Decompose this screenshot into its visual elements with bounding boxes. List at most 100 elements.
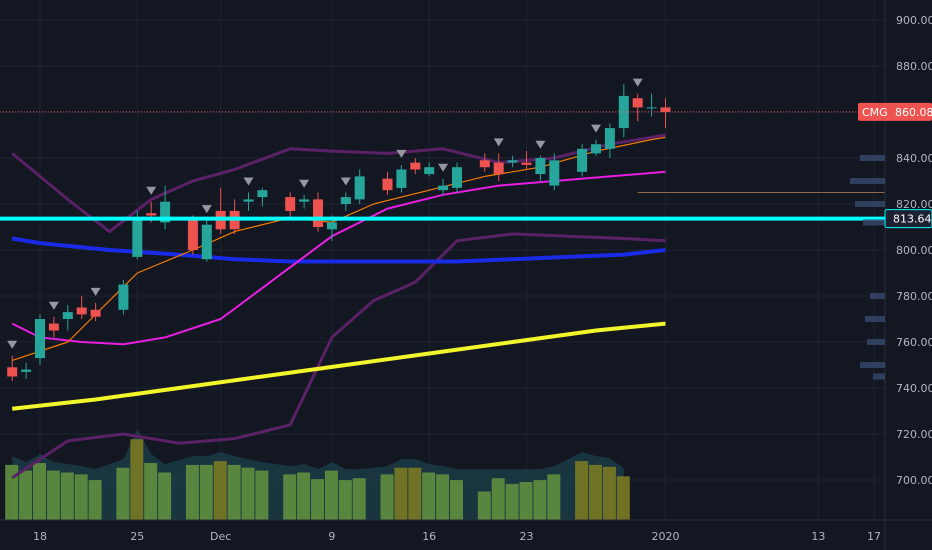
price-axis[interactable]: 900.00880.00860.00840.00820.00800.00780.… bbox=[884, 0, 932, 550]
candle-body bbox=[299, 199, 310, 202]
candle-body bbox=[604, 128, 615, 149]
candle-body bbox=[201, 224, 212, 260]
price-tick-label: 800.00 bbox=[896, 244, 932, 257]
sequence-triangle bbox=[299, 179, 310, 188]
volume-profile-bar bbox=[850, 178, 885, 184]
time-tick-label: 18 bbox=[33, 530, 47, 543]
level-label: 813.64 bbox=[893, 213, 932, 226]
volume-bar bbox=[60, 472, 74, 520]
volume-profile-bar bbox=[855, 201, 885, 207]
last-price-label: 860.08 bbox=[895, 106, 932, 119]
time-tick-label: 17 bbox=[867, 530, 881, 543]
candle-body bbox=[340, 197, 351, 204]
candle-body bbox=[35, 319, 45, 359]
sequence-markers bbox=[7, 78, 643, 349]
candle-body bbox=[160, 201, 171, 223]
time-tick-label: 2020 bbox=[652, 530, 680, 543]
candle-body bbox=[507, 160, 518, 163]
price-tick-label: 900.00 bbox=[896, 14, 932, 27]
candle-body bbox=[410, 162, 421, 170]
sequence-triangle bbox=[493, 138, 504, 147]
volume-bar bbox=[46, 470, 60, 520]
candle-body bbox=[132, 217, 143, 257]
candle-body bbox=[438, 185, 449, 191]
moving-averages bbox=[11, 136, 666, 411]
time-tick-label: Dec bbox=[210, 530, 231, 543]
volume-bar bbox=[88, 480, 102, 520]
volume-profile-bar bbox=[860, 155, 885, 161]
level-badge bbox=[884, 209, 932, 229]
sequence-triangle bbox=[243, 177, 254, 186]
candle-body bbox=[313, 199, 323, 227]
candle-body bbox=[618, 95, 629, 129]
volume-bar bbox=[33, 463, 46, 520]
volume-bar bbox=[19, 470, 33, 520]
candle-body bbox=[76, 307, 87, 315]
time-axis[interactable]: 18 25 Dec 9 16 23 2020 13 17 bbox=[0, 519, 932, 543]
candle-body bbox=[591, 144, 601, 154]
band-lower-line bbox=[11, 232, 666, 479]
candle-body bbox=[243, 199, 254, 202]
volume-bar bbox=[616, 476, 630, 520]
candle-body bbox=[257, 190, 268, 198]
sequence-triangle bbox=[438, 163, 449, 172]
candle-body bbox=[285, 197, 296, 211]
volume-bar bbox=[575, 461, 589, 520]
last-price-badge bbox=[858, 102, 932, 121]
volume-bar bbox=[338, 480, 352, 520]
candle-body bbox=[354, 176, 365, 200]
volume-profile-bar bbox=[860, 362, 885, 368]
volume-profile-bar bbox=[863, 219, 885, 226]
volume-bar bbox=[255, 470, 269, 520]
volume-profile-bar bbox=[867, 339, 885, 345]
volume-bar bbox=[477, 491, 491, 520]
price-badges: CMG 860.08 813.64 bbox=[858, 102, 932, 229]
candle-body bbox=[62, 312, 73, 319]
candle-body bbox=[535, 158, 546, 175]
candle-body bbox=[396, 169, 407, 188]
candle-body bbox=[577, 148, 588, 172]
volume-bar bbox=[533, 480, 547, 520]
volume-profile bbox=[850, 155, 885, 380]
ma-mid-line bbox=[11, 170, 666, 346]
volume-bar bbox=[297, 472, 311, 520]
volume-bar bbox=[408, 467, 422, 520]
price-tick-label: 820.00 bbox=[896, 198, 932, 211]
sequence-triangle bbox=[535, 140, 546, 149]
candle-body bbox=[632, 98, 643, 108]
volume-bar bbox=[422, 472, 436, 520]
candle-body bbox=[493, 162, 504, 175]
time-tick-label: 25 bbox=[130, 530, 144, 543]
volume-profile-bar bbox=[870, 293, 885, 299]
sequence-triangle bbox=[201, 205, 212, 214]
candle-body bbox=[549, 160, 560, 186]
volume-bar bbox=[241, 467, 255, 520]
time-tick-label: 13 bbox=[811, 530, 825, 543]
volume-bar bbox=[324, 470, 338, 520]
volume-bar bbox=[547, 474, 561, 520]
volume-bar bbox=[213, 461, 227, 520]
ma-long-line bbox=[11, 321, 666, 411]
candle-body bbox=[521, 162, 532, 165]
candle-body bbox=[118, 284, 129, 310]
symbol-label: CMG bbox=[862, 106, 888, 119]
candle-body bbox=[660, 107, 671, 112]
volume-bar bbox=[311, 479, 324, 520]
volume-bar bbox=[450, 480, 463, 520]
volume-bar bbox=[5, 464, 19, 520]
volume-bar bbox=[602, 466, 616, 520]
sequence-triangle bbox=[7, 340, 18, 349]
candle-body bbox=[21, 369, 32, 372]
sequence-triangle bbox=[396, 149, 407, 158]
volume-bar bbox=[380, 474, 394, 520]
time-tick-label: 23 bbox=[520, 530, 534, 543]
price-tick-label: 880.00 bbox=[896, 60, 932, 73]
candle-body bbox=[382, 178, 393, 191]
volume-bar bbox=[144, 463, 158, 520]
volume-profile-bar bbox=[873, 373, 885, 380]
sequence-triangle bbox=[632, 78, 643, 87]
volume-bar bbox=[394, 467, 408, 520]
volume-bar bbox=[185, 464, 199, 520]
